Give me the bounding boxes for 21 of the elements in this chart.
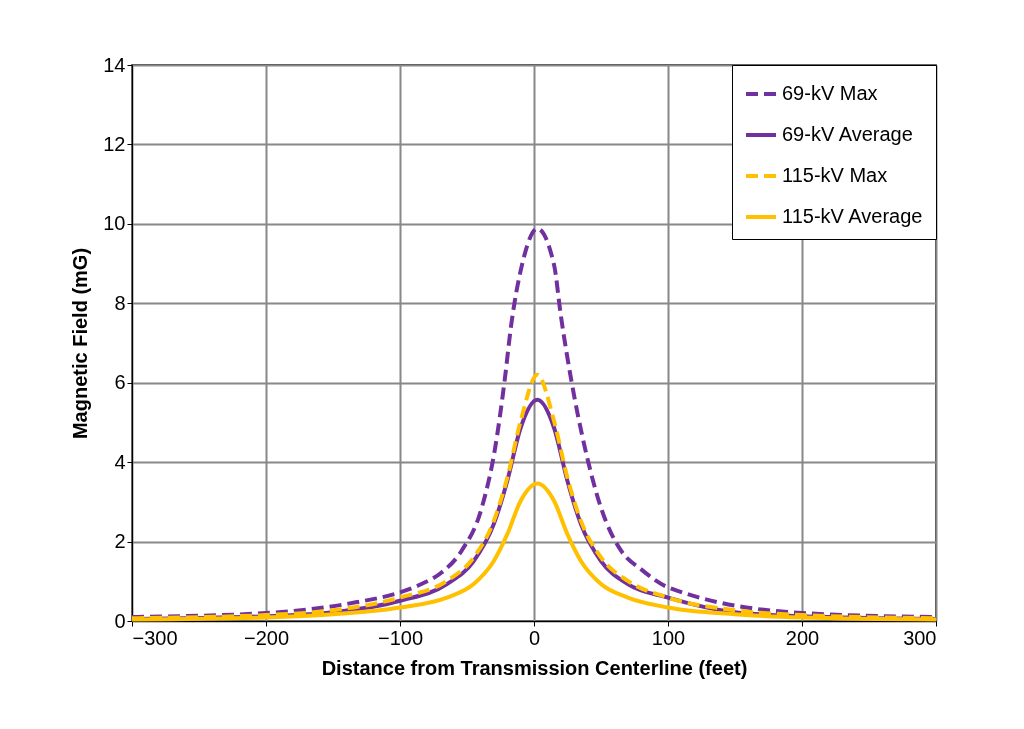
- y-tick-label: 4: [114, 450, 126, 473]
- x-tick-label: 0: [528, 626, 541, 649]
- legend-label: 69-kV Max: [782, 82, 878, 104]
- x-tick-label: −300: [132, 626, 178, 649]
- legend-label: 115-kV Average: [782, 205, 923, 227]
- y-tick-label: 10: [103, 212, 126, 235]
- y-tick-label: 8: [114, 291, 126, 314]
- y-tick-label: 6: [114, 371, 126, 394]
- x-tick-label: 100: [651, 626, 686, 649]
- x-tick-label: −100: [377, 626, 424, 649]
- x-tick-label: 200: [785, 626, 820, 649]
- x-tick-label: 300: [903, 626, 937, 649]
- y-tick-label: 0: [114, 609, 126, 632]
- y-tick-label: 2: [114, 530, 126, 553]
- y-axis-title: Magnetic Field (mG): [69, 247, 92, 440]
- y-tick-label: 12: [103, 132, 126, 155]
- y-tick-label: 14: [103, 53, 126, 76]
- legend-label: 69-kV Average: [782, 123, 913, 145]
- x-axis-title: Distance from Transmission Centerline (feet): [321, 656, 748, 679]
- legend-label: 115-kV Max: [782, 164, 888, 186]
- x-tick-label: −200: [243, 626, 290, 649]
